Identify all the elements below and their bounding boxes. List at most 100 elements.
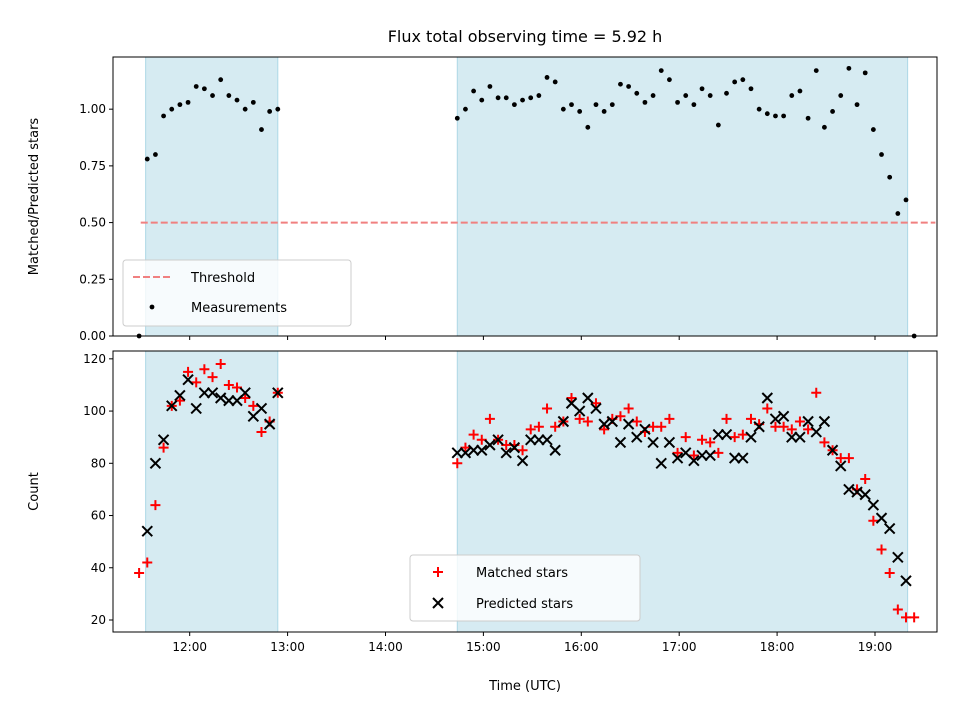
predicted-star-point: [533, 434, 545, 446]
measurement-point: [650, 93, 656, 98]
predicted-star-point: [688, 454, 700, 467]
measurement-point: [732, 79, 738, 85]
x-tick-label: 16:00: [564, 640, 599, 654]
matched-star-point: [191, 377, 202, 388]
predicted-star-point: [541, 434, 553, 446]
predicted-star-point: [859, 488, 871, 501]
measurement-point: [642, 99, 648, 105]
matched-star-point: [542, 403, 553, 414]
measurement-point: [169, 106, 175, 112]
y-tick-label: 100: [83, 404, 106, 418]
predicted-star-point: [777, 410, 790, 422]
y-tick-label: 1.00: [79, 102, 106, 116]
matched-star-point: [843, 453, 854, 464]
y-tick-label: 20: [91, 613, 106, 627]
measurement-point: [862, 70, 868, 76]
legend-threshold-label: Threshold: [190, 271, 255, 286]
matched-star-point: [574, 413, 585, 424]
matched-star-point: [533, 421, 544, 432]
measurement-point: [715, 122, 721, 128]
measurement-point: [601, 109, 607, 114]
matched-star-point: [142, 557, 153, 568]
measurement-point: [560, 106, 566, 112]
matched-star-point: [778, 421, 789, 432]
measurement-point: [634, 90, 640, 96]
matched-star-point: [819, 437, 830, 448]
measurement-point: [854, 102, 860, 108]
measurement-point: [495, 95, 501, 101]
matched-star-point: [876, 544, 887, 555]
x-tick-label: 18:00: [760, 640, 795, 654]
predicted-star-point: [573, 405, 586, 417]
measurement-point: [503, 95, 509, 101]
matched-star-point: [517, 445, 528, 456]
predicted-star-point: [867, 499, 880, 511]
predicted-star-point: [761, 392, 774, 404]
predicted-star-point: [892, 551, 904, 564]
predicted-star-point: [696, 449, 708, 462]
predicted-star-point: [508, 441, 521, 454]
matched-star-point: [892, 604, 903, 615]
legend-box: [409, 554, 641, 622]
measurement-point: [773, 113, 778, 119]
measurement-point: [161, 113, 166, 119]
matched-star-point: [729, 432, 740, 443]
measurement-point: [838, 93, 844, 98]
measurement-point: [218, 77, 224, 83]
y-tick-label: 40: [91, 561, 106, 575]
predicted-star-point: [157, 434, 170, 446]
matched-star-point: [713, 447, 724, 458]
predicted-star-point: [484, 439, 496, 451]
matched-star-point: [803, 424, 814, 435]
measurement-point: [667, 77, 672, 83]
predicted-star-point: [900, 575, 912, 587]
measurement-point: [487, 84, 493, 89]
x-tick-label: 19:00: [858, 640, 893, 654]
matched-star-point: [688, 450, 699, 461]
predicted-star-point: [794, 431, 806, 443]
matched-star-point: [207, 372, 218, 383]
predicted-star-point: [174, 389, 186, 402]
measurement-point: [511, 102, 517, 108]
measurement-point: [267, 109, 273, 114]
measurement-point: [585, 124, 591, 130]
measurement-point: [748, 86, 754, 92]
measurement-point: [822, 124, 827, 130]
y-tick-label: 60: [91, 509, 106, 523]
matched-star-point: [664, 413, 675, 424]
legend-matched-swatch: [433, 567, 443, 577]
predicted-star-point: [745, 431, 757, 443]
matched-star-point: [484, 413, 495, 424]
predicted-star-point: [883, 522, 896, 535]
matched-star-point: [582, 416, 593, 427]
legend-predicted-label: Predicted stars: [476, 597, 573, 612]
predicted-star-point: [606, 415, 619, 428]
predicted-star-point: [516, 454, 529, 467]
y-tick-label: 0.25: [79, 272, 106, 286]
predicted-star-point: [639, 423, 651, 436]
measurement-point: [463, 106, 468, 112]
matched-star-point: [623, 403, 634, 414]
matched-star-point: [868, 515, 879, 526]
predicted-star-point: [753, 421, 765, 433]
measurement-point: [879, 152, 884, 157]
axes-frame: [112, 350, 938, 633]
matched-star-point: [215, 359, 226, 370]
predicted-star-point: [851, 486, 863, 498]
matched-star-point: [909, 612, 920, 623]
measurement-point: [275, 106, 281, 112]
predicted-star-point: [190, 402, 202, 415]
measurement-point: [210, 93, 215, 98]
predicted-star-point: [451, 447, 463, 459]
measurement-point: [520, 97, 525, 103]
measurement-point: [764, 111, 770, 117]
matched-star-point: [150, 500, 161, 511]
matched-star-point: [158, 442, 169, 453]
measurement-point: [658, 68, 664, 74]
predicted-star-point: [223, 394, 235, 407]
y-axis-label: Count: [27, 472, 42, 511]
measurement-point: [177, 102, 183, 108]
matched-star-point: [721, 413, 732, 424]
measurement-point: [903, 197, 909, 203]
